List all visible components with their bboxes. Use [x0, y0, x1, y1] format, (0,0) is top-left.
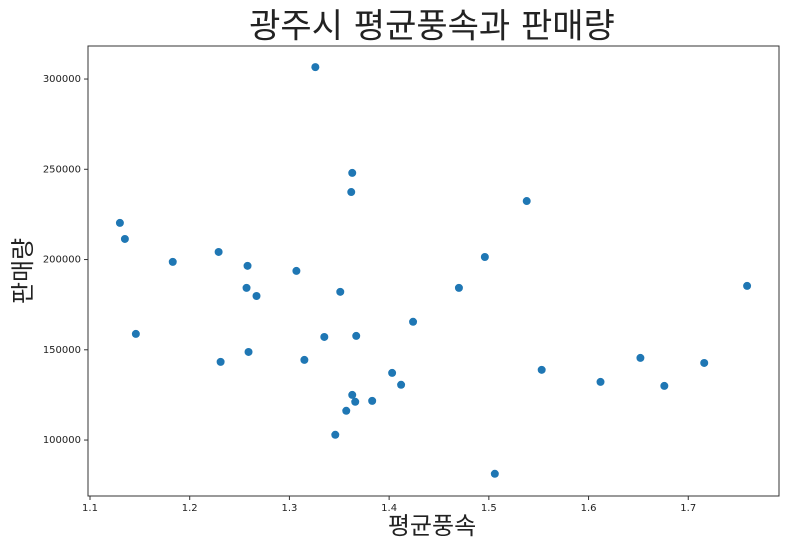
point [244, 347, 253, 356]
point [347, 188, 356, 197]
point [348, 390, 357, 399]
point [120, 234, 129, 243]
point [115, 218, 124, 227]
point [388, 368, 397, 377]
point [168, 257, 177, 266]
point [537, 365, 546, 374]
point [320, 332, 329, 341]
y-tick-label: 150000 [43, 345, 81, 356]
x-tick-label: 1.2 [182, 503, 198, 514]
point [596, 377, 605, 386]
chart-title: 광주시 평균풍속과 판매량 [249, 7, 615, 47]
plot-frame [87, 45, 780, 497]
y-tick-label: 250000 [43, 164, 81, 175]
point [409, 317, 418, 326]
point [131, 329, 140, 338]
x-tick-label: 1.6 [581, 503, 597, 514]
point [480, 253, 489, 262]
x-tick-label: 1.7 [680, 503, 696, 514]
point [242, 283, 251, 292]
y-tick-label: 100000 [43, 435, 81, 446]
x-tick-label: 1.1 [82, 503, 98, 514]
point [336, 287, 345, 296]
point [216, 357, 225, 366]
point [243, 261, 252, 270]
point [292, 266, 301, 275]
point [342, 406, 351, 415]
point [252, 292, 261, 300]
y-tick-label: 200000 [43, 255, 81, 266]
point [331, 430, 340, 439]
point [300, 355, 309, 364]
point [368, 396, 377, 405]
y-axis-label: 판매량 [9, 238, 37, 304]
point [700, 358, 709, 367]
point [397, 380, 406, 389]
point [311, 63, 320, 72]
x-tick-label: 1.3 [281, 503, 297, 514]
point [743, 281, 752, 290]
x-tick-label: 1.4 [381, 503, 397, 514]
point [351, 397, 360, 406]
point [636, 353, 645, 362]
point [214, 247, 223, 256]
point [522, 197, 531, 206]
point [660, 381, 669, 390]
y-tick-label: 300000 [43, 74, 81, 85]
point [454, 283, 463, 292]
x-axis-label: 평균풍속 [388, 512, 476, 540]
x-tick-label: 1.5 [481, 503, 497, 514]
point [352, 331, 361, 340]
point [348, 168, 357, 177]
point [490, 469, 499, 478]
